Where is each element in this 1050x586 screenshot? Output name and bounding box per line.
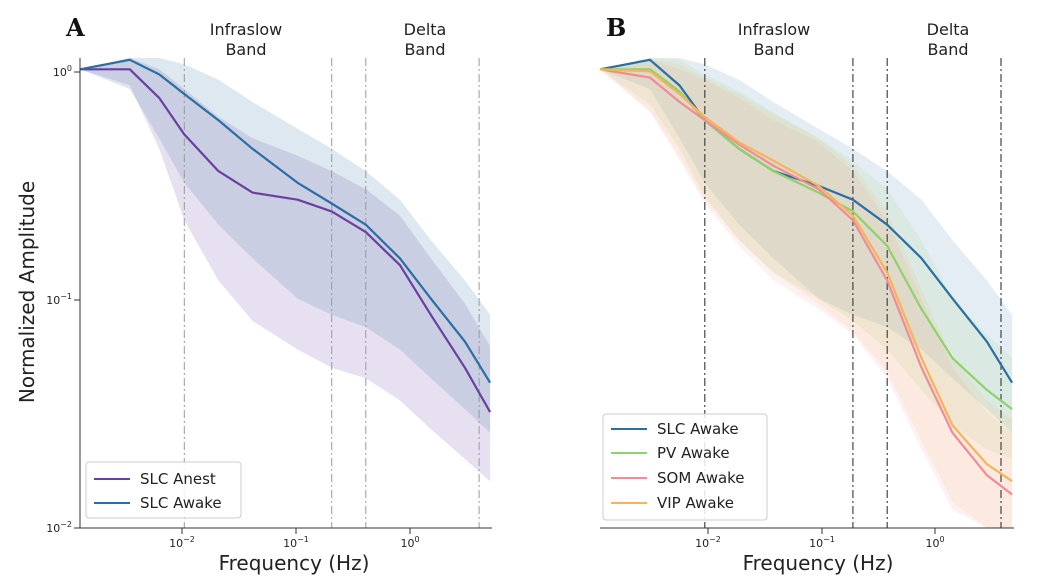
panel-b-series-lines [599, 58, 1014, 496]
panel-b: B Infraslow Band Delta Band 10−2 10−1 10… [599, 13, 1014, 575]
panel-b-line-vip-awake [599, 68, 1013, 483]
panel-b-legend: SLC Awake PV Awake SOM Awake VIP Awake [602, 413, 768, 521]
panel-b-band-som-awake [600, 59, 1013, 529]
panel-b-xtick-1e-2: 10−2 [695, 535, 721, 550]
y-axis-title: Normalized Amplitude [15, 181, 39, 403]
panel-a-xtick-1e0: 100 [400, 535, 419, 550]
panel-b-line-pv-awake [600, 68, 1013, 410]
panel-b-letter: B [606, 13, 626, 42]
panel-a-ytick-1e0: 100 [53, 64, 72, 79]
panel-a-delta-label-line2: Band [404, 40, 445, 59]
panel-a-x-axis-title: Frequency (Hz) [219, 551, 370, 575]
panel-b-x-axis-title: Frequency (Hz) [743, 551, 894, 575]
panel-b-infraslow-label-line1: Infraslow [738, 20, 811, 39]
panel-b-infraslow-label-line2: Band [753, 40, 794, 59]
panel-a: A Infraslow Band Delta Band 100 10−1 10−… [15, 13, 492, 575]
panel-b-xtick-1e0: 100 [925, 535, 944, 550]
panel-b-band-vip-awake [600, 58, 1013, 528]
panel-a-line-slc-awake [79, 58, 492, 384]
panel-a-legend-label-slc-anest: SLC Anest [140, 470, 216, 488]
panel-a-line-slc-anest [80, 68, 492, 413]
panel-a-series-lines [79, 58, 492, 413]
panel-a-band-slc-anest [80, 58, 491, 482]
panel-b-legend-label-vip-awake: VIP Awake [657, 494, 734, 512]
panel-a-ytick-1e-1: 10−1 [46, 292, 72, 307]
panel-a-band-boundaries [183, 58, 480, 528]
panel-b-legend-box [602, 413, 768, 521]
panel-a-xtick-1e-1: 10−1 [283, 535, 309, 550]
panel-a-band-slc-awake [80, 58, 491, 433]
panel-b-delta-label-line2: Band [927, 40, 968, 59]
panel-b-legend-label-som-awake: SOM Awake [657, 469, 745, 487]
panel-b-line-som-awake [599, 68, 1013, 496]
panel-a-xtick-1e-2: 10−2 [169, 535, 195, 550]
panel-b-band-pv-awake [600, 58, 1013, 459]
panel-a-confidence-bands [80, 58, 491, 482]
panel-a-ytick-1e-2: 10−2 [46, 520, 72, 535]
panel-a-letter: A [65, 13, 85, 42]
panel-a-legend: SLC Anest SLC Awake [85, 461, 242, 519]
panel-b-xtick-1e-1: 10−1 [809, 535, 835, 550]
panel-a-delta-label-line1: Delta [404, 20, 447, 39]
panel-a-infraslow-label-line2: Band [225, 40, 266, 59]
panel-b-legend-label-pv-awake: PV Awake [657, 444, 730, 462]
panel-b-legend-label-slc-awake: SLC Awake [657, 420, 739, 438]
panel-a-legend-label-slc-awake: SLC Awake [140, 494, 222, 512]
panel-a-infraslow-label-line1: Infraslow [210, 20, 283, 39]
panel-b-delta-label-line1: Delta [927, 20, 970, 39]
